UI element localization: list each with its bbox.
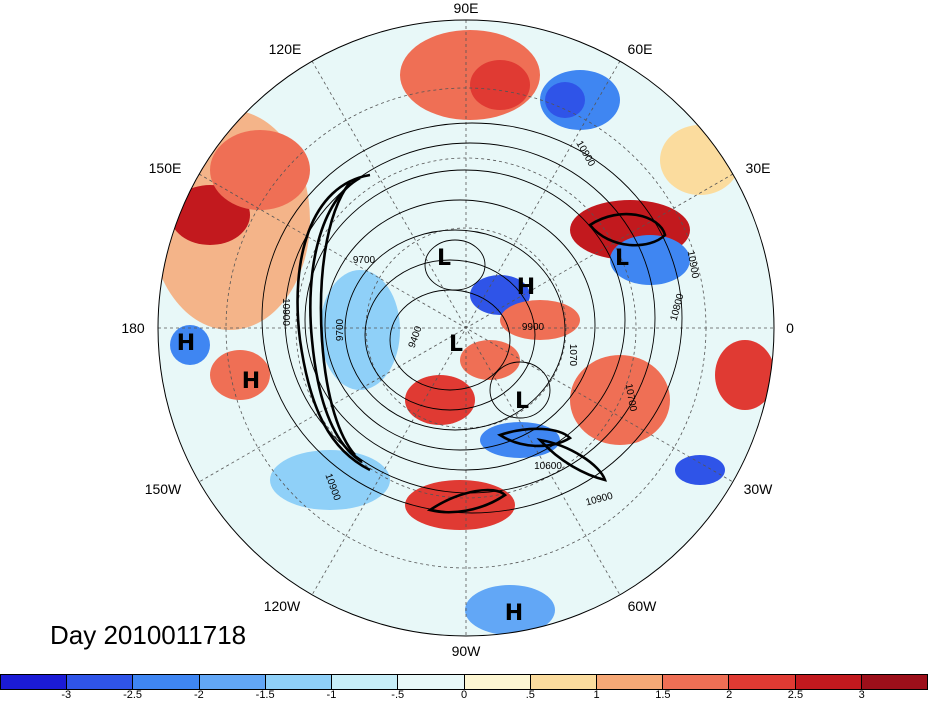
contour-label: 9900 (522, 322, 545, 333)
jet-contours (296, 173, 667, 514)
colorbar-cell (1, 675, 68, 689)
contour-label: 10600 (534, 461, 562, 472)
contour-label: 9700 (353, 255, 376, 266)
contour-label: 9700 (335, 318, 346, 341)
map-boundary (157, 19, 775, 637)
colorbar-cell (663, 675, 730, 689)
colorbar-cell (133, 675, 200, 689)
lon-label: 150E (149, 160, 182, 176)
colorbar-cell (861, 675, 928, 689)
high-pressure-marker: H (505, 601, 523, 626)
colorbar-tick-label: 0 (460, 689, 468, 701)
high-pressure-marker: H (242, 369, 260, 394)
lon-label: 0 (786, 320, 794, 336)
low-pressure-marker: L (449, 332, 463, 357)
colorbar-tick-label: 1.5 (655, 689, 671, 701)
contour-label: 10900 (685, 250, 701, 280)
anomaly-shading (158, 20, 774, 636)
lon-label: 30E (746, 160, 771, 176)
colorbar-tick-label: -3 (61, 689, 72, 701)
high-pressure-marker: H (517, 275, 535, 300)
colorbar-tick-label: 2.5 (787, 689, 804, 701)
colorbar-cell (729, 675, 796, 689)
lon-label: 30W (744, 481, 774, 497)
colorbar-cell (596, 675, 664, 689)
colorbar-cell (265, 675, 333, 689)
lon-label: 150W (145, 481, 182, 497)
lon-label: 60E (628, 41, 653, 57)
colorbar-tick-label: -2.5 (123, 689, 143, 701)
lon-label: 60W (628, 598, 658, 614)
lon-label: 180 (121, 320, 145, 336)
pressure-markers: L L L L H H H H (177, 246, 629, 626)
colorbar-cell (795, 675, 862, 689)
colorbar-tick-label: 2 (726, 689, 733, 701)
longitude-labels: 90E 60E 30E 0 30W 60W 90W 120W 150W 180 … (121, 0, 794, 659)
colorbar-cell (199, 675, 266, 689)
colorbar-tick-label: -.5 (391, 689, 405, 701)
colorbar-labels: -3 -2.5 -2 -1.5 -1 -.5 0 .5 1 1.5 2 2.5 3 (0, 689, 928, 702)
colorbar-cell (332, 675, 399, 689)
lon-label: 120W (264, 598, 301, 614)
contour-label: 10700 (623, 383, 639, 413)
colorbar-tick-label: -2 (193, 689, 204, 701)
low-pressure-marker: L (437, 246, 451, 271)
colorbar-tick-label: 3 (858, 689, 865, 701)
low-pressure-marker: L (515, 389, 529, 414)
lon-label: 90W (452, 643, 482, 659)
lon-label: 120E (269, 41, 302, 57)
colorbar-cell (464, 675, 531, 689)
colorbar-tick-label: 1 (593, 689, 600, 701)
colorbar-cell (530, 675, 597, 689)
colorbar (0, 674, 928, 690)
contour-label: 1070 (567, 344, 578, 367)
lon-label: 90E (454, 0, 479, 16)
colorbar-tick-label: .5 (525, 689, 535, 701)
contour-label: 10900 (280, 298, 291, 326)
map-title: Day 2010011718 (50, 620, 247, 650)
colorbar-tick-label: -1.5 (255, 689, 275, 701)
low-pressure-marker: L (615, 246, 629, 271)
colorbar-cell (398, 675, 465, 689)
colorbar-tick-label: -1 (326, 689, 337, 701)
high-pressure-marker: H (177, 331, 195, 356)
colorbar-cell (67, 675, 134, 689)
